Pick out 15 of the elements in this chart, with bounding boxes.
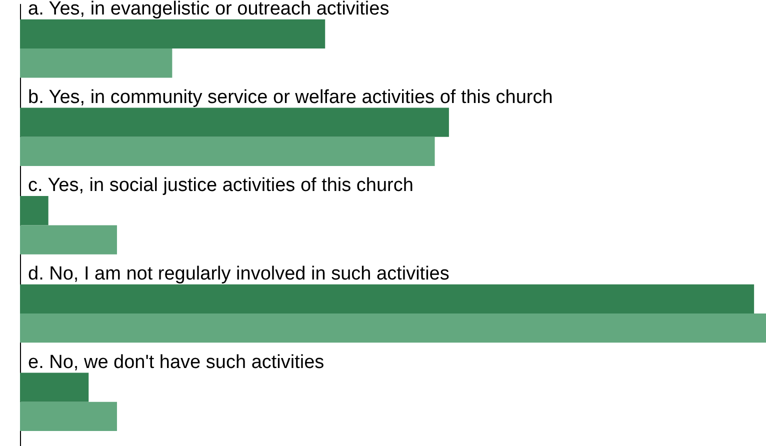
y-tick-label: d. No, I am not regularly involved in such activities: [28, 264, 450, 285]
bar: [20, 225, 117, 254]
bar: [20, 284, 754, 314]
bar: [20, 372, 89, 402]
y-tick-label: b. Yes, in community service or welfare activities of this church: [28, 86, 553, 108]
bar: [20, 314, 766, 343]
bar: [20, 136, 435, 166]
bar: [20, 108, 449, 137]
bar: [20, 196, 48, 226]
y-tick-label: c. Yes, in social justice activities of this church: [28, 175, 414, 196]
y-tick-label: a. Yes, in evangelistic or outreach activities: [28, 0, 390, 20]
y-tick-label: e. No, we don't have such activities: [28, 352, 324, 373]
bar: [20, 402, 117, 431]
bar: [20, 48, 172, 78]
bar: [20, 19, 326, 49]
